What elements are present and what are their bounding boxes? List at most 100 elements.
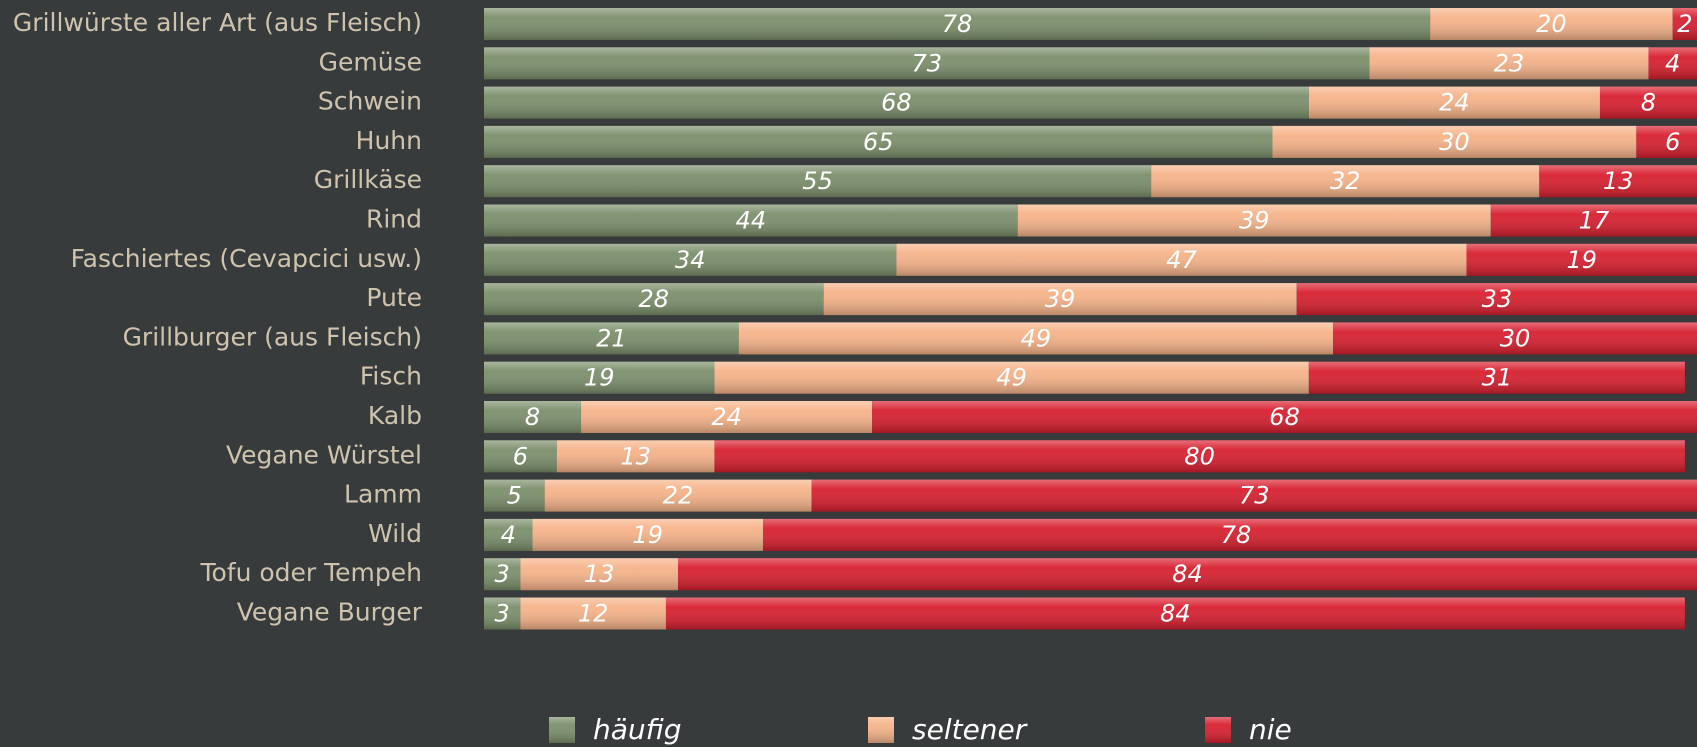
category-label: Grillkäse <box>314 165 422 194</box>
value-label: 24 <box>711 403 742 431</box>
value-label: 39 <box>1239 207 1270 235</box>
value-label: 19 <box>584 364 615 392</box>
value-label: 73 <box>911 49 942 77</box>
bar-shine <box>714 361 1309 394</box>
bar-shine <box>556 440 715 473</box>
value-label: 13 <box>620 442 651 470</box>
bar-shine <box>484 401 582 433</box>
bar-shine <box>484 125 1273 158</box>
value-label: 3 <box>495 600 510 628</box>
value-label: 44 <box>736 207 767 235</box>
bar-shine <box>484 440 557 473</box>
value-label: 22 <box>663 482 694 510</box>
category-label: Vegane Würstel <box>226 440 422 469</box>
bar-shine <box>872 401 1697 433</box>
bar-shine <box>1272 125 1637 158</box>
bar-shine <box>1466 243 1697 276</box>
legend-label: seltener <box>912 713 1028 746</box>
bar-shine <box>1296 283 1697 316</box>
value-label: 30 <box>1500 324 1531 352</box>
category-label: Tofu oder Tempeh <box>199 558 422 587</box>
bar-shine <box>1672 8 1697 40</box>
category-label: Pute <box>366 283 422 312</box>
bar-shine <box>678 558 1697 591</box>
category-label: Grillburger (aus Fleisch) <box>123 322 422 351</box>
value-label: 3 <box>495 560 510 588</box>
bar-shine <box>811 479 1697 512</box>
bar-shine <box>484 47 1370 80</box>
value-label: 4 <box>1665 49 1680 77</box>
value-label: 55 <box>802 167 833 195</box>
value-label: 78 <box>942 10 973 38</box>
category-label: Wild <box>368 519 422 548</box>
value-label: 8 <box>1641 89 1656 117</box>
category-label: Fisch <box>360 362 422 391</box>
category-label: Grillwürste aller Art (aus Fleisch) <box>13 8 422 37</box>
bar-shine <box>520 558 679 591</box>
value-label: 12 <box>578 600 609 628</box>
bar-shine <box>532 518 763 551</box>
bar-shine <box>544 479 812 512</box>
legend-label: häufig <box>593 713 682 746</box>
bar-shine <box>1017 204 1491 237</box>
bar-shine <box>484 165 1152 198</box>
bar-shine <box>1599 86 1697 119</box>
legend-shine <box>1205 717 1231 743</box>
bar-shine <box>1151 165 1540 198</box>
value-label: 68 <box>881 89 912 117</box>
category-label: Vegane Burger <box>237 598 423 627</box>
bar-shine <box>1648 47 1697 80</box>
bar-shine <box>1539 165 1697 198</box>
legend-shine <box>868 717 894 743</box>
bar-shine <box>484 597 521 630</box>
bar-shine <box>823 283 1297 316</box>
value-label: 17 <box>1579 207 1610 235</box>
category-label: Schwein <box>318 87 422 116</box>
bar-shine <box>484 204 1018 237</box>
value-label: 13 <box>584 560 615 588</box>
category-label: Gemüse <box>319 47 422 76</box>
value-label: 6 <box>1665 128 1680 156</box>
value-label: 49 <box>1021 324 1052 352</box>
value-label: 23 <box>1494 49 1525 77</box>
bar-shine <box>520 597 666 630</box>
legend-label: nie <box>1249 713 1292 746</box>
bar-shine <box>484 361 715 394</box>
value-label: 32 <box>1330 167 1361 195</box>
value-label: 84 <box>1160 600 1191 628</box>
bar-shine <box>1308 86 1600 119</box>
value-label: 49 <box>996 364 1027 392</box>
value-label: 13 <box>1603 167 1634 195</box>
category-label: Kalb <box>368 401 422 430</box>
bar-shine <box>484 518 533 551</box>
bar-shine <box>484 479 545 512</box>
value-label: 68 <box>1269 403 1300 431</box>
bar-shine <box>1308 361 1685 394</box>
bar-shine <box>762 518 1697 551</box>
value-label: 31 <box>1482 364 1513 392</box>
value-label: 65 <box>863 128 894 156</box>
legend-shine <box>549 717 575 743</box>
value-label: 78 <box>1221 521 1252 549</box>
bar-shine <box>1490 204 1697 237</box>
bar-shine <box>1636 125 1697 158</box>
value-label: 5 <box>507 482 522 510</box>
category-label: Faschiertes (Cevapcici usw.) <box>71 244 422 273</box>
bar-shine <box>1333 322 1697 355</box>
value-label: 21 <box>596 324 627 352</box>
value-label: 80 <box>1184 442 1215 470</box>
bar-shine <box>714 440 1685 473</box>
bar-shine <box>581 401 873 433</box>
value-label: 28 <box>639 285 670 313</box>
value-label: 2 <box>1677 10 1692 38</box>
value-label: 20 <box>1536 10 1567 38</box>
value-label: 73 <box>1239 482 1270 510</box>
value-label: 30 <box>1439 128 1470 156</box>
category-label: Huhn <box>356 126 422 155</box>
bar-shine <box>484 558 521 591</box>
value-label: 19 <box>632 521 663 549</box>
category-label: Rind <box>366 205 422 234</box>
bar-shine <box>1369 47 1649 80</box>
